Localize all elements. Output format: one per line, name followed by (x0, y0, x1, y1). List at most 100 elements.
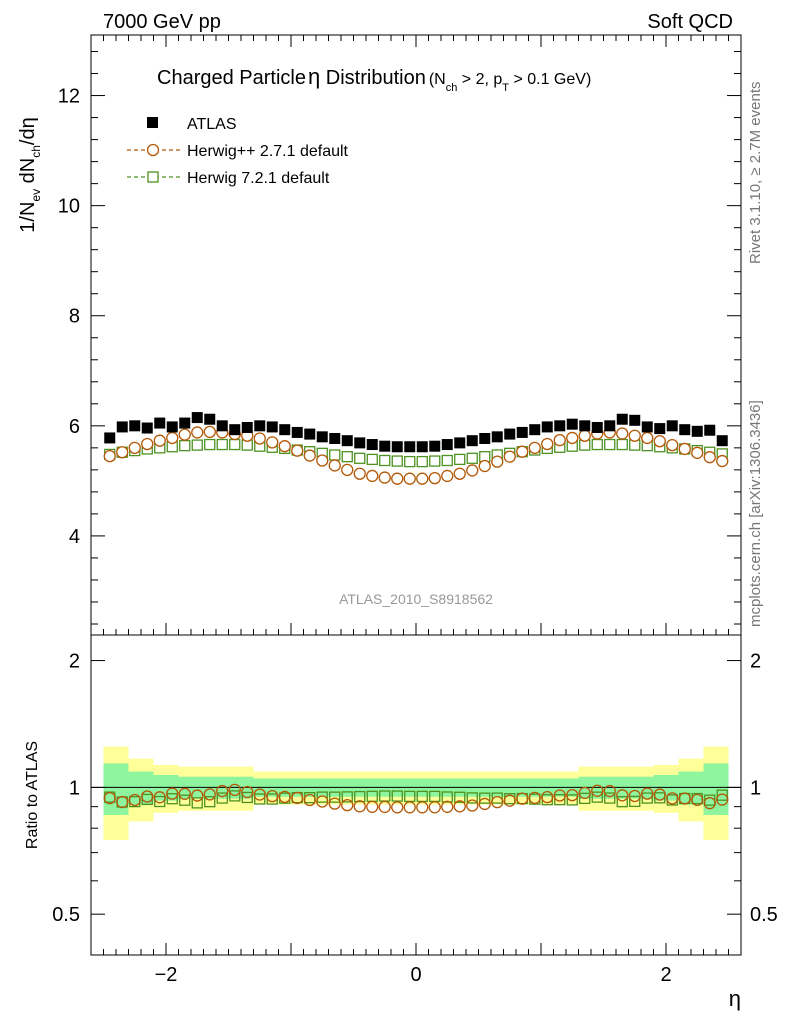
herwig7-ratio-point (229, 790, 241, 802)
ylabel-a: 1/N (17, 202, 39, 233)
ratio-y-tick-label-right: 1 (750, 777, 761, 799)
title-eta: η (308, 64, 320, 89)
side-label-rivet: Rivet 3.1.10, ≥ 2.7M events (747, 82, 764, 265)
legend-marker-herwigpp (146, 143, 160, 157)
atlas-point (466, 435, 478, 447)
herwigpp-point (578, 429, 591, 442)
analysis-watermark: ATLAS_2010_S8918562 (339, 591, 493, 607)
title-main-post: Distribution (320, 67, 426, 89)
herwig7-ratio-point (241, 791, 253, 804)
herwigpp-point (128, 441, 141, 454)
atlas-point (329, 432, 341, 444)
x-tick-label: 2 (660, 964, 671, 986)
herwig7-point (416, 455, 428, 468)
herwig7-ratio-point (341, 791, 353, 803)
atlas-point (641, 421, 653, 433)
herwigpp-point (191, 426, 204, 439)
atlas-point (454, 437, 466, 449)
herwigpp-ratio-point (241, 785, 254, 799)
herwigpp-ratio-point (653, 788, 666, 801)
herwigpp-ratio-point (678, 792, 691, 805)
herwig7-ratio-point (454, 791, 466, 803)
herwig7-ratio-point (554, 794, 566, 806)
ratio-y-tick-label-left: 0.5 (52, 904, 80, 926)
atlas-point (154, 417, 166, 429)
x-axis-label: η (729, 986, 741, 1011)
herwigpp-point (653, 435, 666, 448)
ylabel-b: dN (17, 158, 39, 189)
legend-marker-herwig7 (147, 171, 159, 183)
herwigpp-point (166, 431, 179, 445)
atlas-point (141, 422, 153, 434)
herwigpp-ratio-point (616, 789, 629, 802)
herwigpp-ratio-point (253, 788, 266, 801)
legend-marker-atlas (147, 117, 158, 128)
herwigpp-point (541, 437, 554, 451)
atlas-point (679, 424, 691, 436)
title-cut-b-sub: T (502, 82, 509, 94)
data-markers (103, 412, 729, 814)
herwigpp-point (203, 425, 216, 439)
herwigpp-point (691, 446, 704, 459)
herwigpp-ratio-point (578, 786, 591, 800)
atlas-point (441, 439, 453, 451)
herwigpp-point (516, 445, 529, 458)
header-right: Soft QCD (647, 11, 733, 33)
herwigpp-point (403, 472, 416, 485)
atlas-point (254, 420, 266, 432)
herwig7-ratio-point (166, 793, 178, 805)
herwigpp-point (641, 431, 654, 445)
atlas-point (391, 441, 403, 453)
herwigpp-ratio-point (141, 790, 154, 803)
atlas-point (529, 424, 541, 436)
herwig7-ratio-point (629, 795, 641, 808)
herwigpp-ratio-point (203, 788, 216, 801)
herwigpp-ratio-point (441, 800, 454, 813)
herwigpp-ratio-point (341, 798, 354, 812)
atlas-point (104, 432, 116, 444)
atlas-point (691, 425, 703, 437)
herwigpp-ratio-point (516, 792, 529, 805)
herwigpp-point (278, 440, 291, 453)
atlas-point (666, 420, 678, 432)
herwigpp-ratio-point (216, 784, 229, 798)
y-tick-label: 8 (69, 306, 80, 328)
herwigpp-ratio-point (291, 791, 304, 805)
title-cut-b: > 2, p (457, 71, 502, 88)
herwigpp-ratio-point (691, 793, 704, 807)
herwigpp-point (366, 469, 379, 483)
herwigpp-ratio-point (553, 789, 566, 802)
legend-label-atlas: ATLAS (187, 116, 237, 133)
herwig7-point (366, 453, 378, 466)
atlas-point (229, 424, 241, 436)
herwig7-ratio-point (591, 791, 603, 803)
herwigpp-point (353, 467, 366, 480)
herwigpp-point (666, 438, 679, 452)
herwigpp-point (528, 441, 541, 454)
herwig7-ratio-point (216, 792, 228, 804)
herwigpp-ratio-point (103, 791, 116, 805)
herwig7-ratio-point (391, 790, 403, 802)
herwigpp-point (103, 449, 116, 463)
header-left: 7000 GeV pp (103, 11, 221, 33)
title-cut-c: > 0.1 GeV) (509, 71, 591, 88)
ratio-y-tick-label-left: 2 (69, 651, 80, 673)
herwigpp-point (378, 471, 391, 484)
ratio-y-tick-label-right: 0.5 (750, 904, 778, 926)
atlas-point (554, 420, 566, 432)
ylabel-b-sub: ch (29, 145, 43, 158)
herwigpp-ratio-point (303, 793, 316, 807)
x-tick-label: −2 (155, 964, 178, 986)
herwigpp-point (441, 469, 454, 483)
atlas-point (291, 426, 303, 438)
herwig7-point (466, 452, 478, 464)
herwig7-point (229, 438, 241, 451)
herwig7-ratio-point (616, 796, 628, 808)
herwigpp-point (678, 442, 691, 456)
y-tick-label: 12 (58, 86, 80, 108)
herwig7-point (204, 438, 216, 451)
herwigpp-ratio-point (603, 784, 616, 798)
atlas-point (566, 418, 578, 430)
